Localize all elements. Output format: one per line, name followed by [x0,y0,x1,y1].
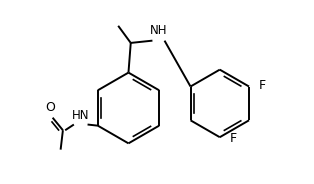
Text: F: F [229,132,236,145]
Text: HN: HN [72,109,89,122]
Text: NH: NH [149,24,167,37]
Text: F: F [259,79,266,92]
Text: O: O [45,101,55,114]
